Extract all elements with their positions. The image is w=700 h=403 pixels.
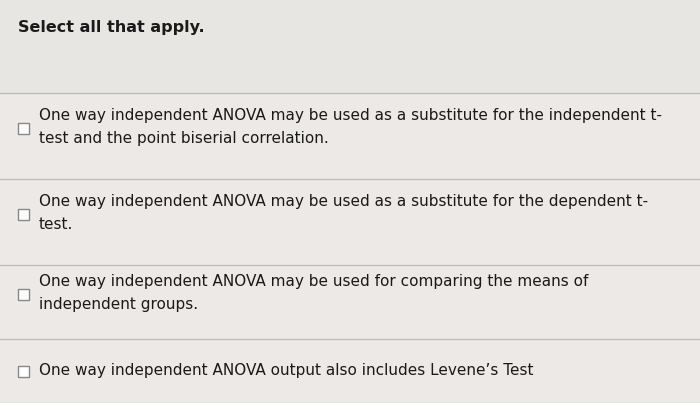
Text: One way independent ANOVA may be used as a substitute for the dependent t-
test.: One way independent ANOVA may be used as… bbox=[39, 194, 648, 232]
Text: One way independent ANOVA output also includes Levene’s Test: One way independent ANOVA output also in… bbox=[39, 363, 533, 378]
Text: Select all that apply.: Select all that apply. bbox=[18, 20, 204, 35]
Bar bbox=[0, 179, 700, 265]
Text: One way independent ANOVA may be used for comparing the means of
independent gro: One way independent ANOVA may be used fo… bbox=[39, 274, 589, 312]
Bar bbox=[0, 339, 700, 403]
Bar bbox=[0, 265, 700, 339]
Text: One way independent ANOVA may be used as a substitute for the independent t-
tes: One way independent ANOVA may be used as… bbox=[39, 108, 662, 145]
Bar bbox=[18, 123, 29, 133]
Bar bbox=[18, 289, 29, 299]
Bar bbox=[18, 366, 29, 376]
Bar bbox=[0, 93, 700, 179]
Bar bbox=[18, 208, 29, 220]
